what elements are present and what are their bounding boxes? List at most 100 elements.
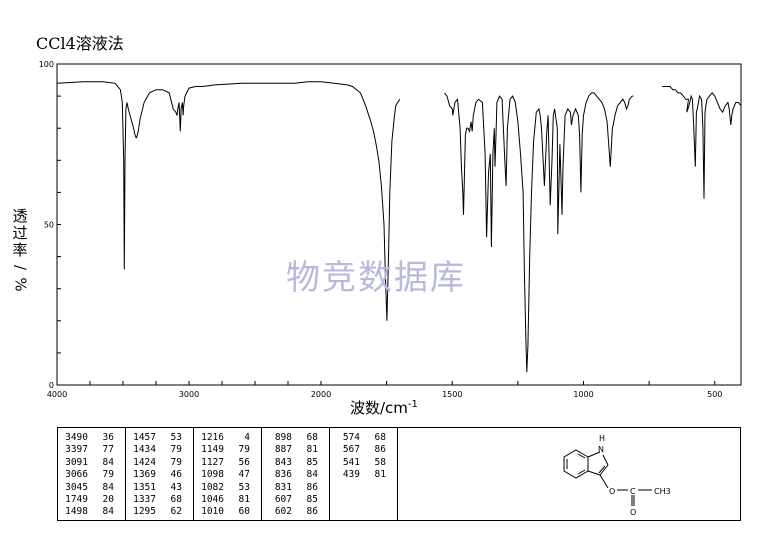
peak-wavenumber: 1434 [133, 444, 156, 456]
peak-row: 3066 79 [58, 469, 125, 481]
peak-wavenumber: 1498 [65, 506, 88, 518]
peak-wavenumber: 887 [274, 444, 292, 456]
peak-transmittance: 53 [170, 432, 182, 443]
peak-wavenumber: 1424 [133, 456, 156, 468]
peak-transmittance: 84 [102, 506, 114, 518]
peak-transmittance: 68 [374, 432, 386, 443]
peak-table-column: 3490 36 3397 77 3091 84 3066 79 3045 84 1749 20 1498… [58, 428, 126, 520]
peak-row: 1749 20 [58, 494, 125, 506]
peak-row: 1369 46 [126, 469, 193, 481]
peak-row: 1457 53 [126, 432, 193, 444]
peak-row: 1082 53 [194, 482, 261, 494]
peak-wavenumber: 602 [274, 506, 292, 518]
x-tick-label: 4000 [47, 390, 67, 399]
peak-transmittance: 43 [170, 481, 182, 493]
plot-frame [56, 63, 742, 386]
x-tick-label: 2000 [311, 390, 331, 399]
spectrum-lines [56, 81, 742, 373]
peak-table-column: 1457 53 1434 79 1424 79 1369 46 1351 43 1337 68 1295… [126, 428, 194, 520]
peak-row: 3397 77 [58, 444, 125, 456]
peak-row: 439 81 [330, 469, 397, 481]
peak-row: 607 85 [262, 494, 329, 506]
peak-row: 1010 60 [194, 506, 261, 518]
y-tick-label: 0 [49, 381, 54, 390]
peak-wavenumber: 898 [274, 432, 292, 443]
peak-transmittance: 81 [374, 469, 386, 481]
peak-wavenumber: 3045 [65, 481, 88, 493]
spectrum-line-segment [444, 92, 634, 373]
watermark: 物竞数据库 [286, 258, 466, 298]
peak-row: 1046 81 [194, 494, 261, 506]
peak-transmittance: 84 [102, 456, 114, 468]
peak-wavenumber: 1149 [201, 444, 224, 456]
peak-transmittance: 84 [306, 469, 318, 481]
ester-o-label: O [609, 487, 615, 496]
axis-tick-labels: 4000 3000 2000 1500 1000 500 0 50 100 [39, 60, 723, 399]
peak-wavenumber: 3066 [65, 469, 88, 481]
axis-ticks [56, 63, 716, 386]
peak-table-column: 898 68 887 81 843 85 836 84 831 86 607 85 602 86 [262, 428, 330, 520]
peak-transmittance: 36 [102, 432, 114, 443]
peak-wavenumber: 1369 [133, 469, 156, 481]
peak-wavenumber: 607 [274, 493, 292, 505]
peak-wavenumber: 843 [274, 456, 292, 468]
peak-transmittance: 85 [306, 493, 318, 505]
spectrum-line-segment [662, 86, 742, 199]
peak-wavenumber: 1127 [201, 456, 224, 468]
peak-wavenumber: 1098 [201, 469, 224, 481]
peak-transmittance: 84 [102, 481, 114, 493]
y-axis-label-char: % [11, 277, 30, 292]
peak-transmittance: 58 [374, 456, 386, 468]
y-axis-label-char: 过 [12, 224, 28, 242]
peak-wavenumber: 1082 [201, 481, 224, 493]
peak-row: 1127 56 [194, 457, 261, 469]
peak-wavenumber: 1010 [201, 506, 224, 518]
peak-row: 3091 84 [58, 457, 125, 469]
peak-table-column: 1216 4 1149 79 1127 56 1098 47 1082 53 1046 81 1010 6… [194, 428, 262, 520]
peak-row: 1434 79 [126, 444, 193, 456]
peak-row: 1149 79 [194, 444, 261, 456]
peak-transmittance: 4 [244, 432, 250, 443]
peak-transmittance: 86 [374, 444, 386, 456]
peak-transmittance: 79 [170, 456, 182, 468]
x-axis-label: 波数/cm-1 [350, 397, 418, 418]
peak-table: 3490 36 3397 77 3091 84 3066 79 3045 84 1749 20 1498… [57, 427, 741, 521]
ir-spectrum-chart: 4000 3000 2000 1500 1000 500 0 50 100 [39, 60, 742, 399]
x-axis-label-text: 波数/cm [350, 399, 408, 417]
peak-row: 887 81 [262, 444, 329, 456]
peak-transmittance: 79 [170, 444, 182, 456]
y-axis-label-char: 透 [12, 207, 28, 225]
peak-wavenumber: 1337 [133, 493, 156, 505]
y-tick-label: 100 [39, 60, 54, 69]
n-label: N [598, 445, 604, 454]
y-axis-label-char: 率 [12, 241, 28, 259]
peak-row: 1337 68 [126, 494, 193, 506]
peak-transmittance: 86 [306, 506, 318, 518]
peak-row: 836 84 [262, 469, 329, 481]
carbonyl-o-label: O [630, 508, 636, 517]
peak-transmittance: 60 [238, 506, 250, 518]
x-tick-label: 3000 [179, 390, 199, 399]
peak-row: 602 86 [262, 506, 329, 518]
peak-row: 1351 43 [126, 482, 193, 494]
peak-wavenumber: 3091 [65, 456, 88, 468]
peak-row: 1498 84 [58, 506, 125, 518]
peak-wavenumber: 1216 [201, 432, 224, 443]
carbonyl-c-label: C [630, 487, 636, 496]
peak-transmittance: 86 [306, 481, 318, 493]
methyl-label: CH3 [654, 487, 671, 496]
peak-transmittance: 62 [170, 506, 182, 518]
peak-wavenumber: 1457 [133, 432, 156, 443]
peak-wavenumber: 3397 [65, 444, 88, 456]
peak-transmittance: 79 [238, 444, 250, 456]
x-tick-label: 1500 [442, 390, 462, 399]
peak-wavenumber: 1351 [133, 481, 156, 493]
nh-label: H [599, 434, 605, 443]
x-axis-label-exponent: -1 [407, 399, 418, 410]
peak-transmittance: 79 [102, 469, 114, 481]
peak-transmittance: 77 [102, 444, 114, 456]
peak-wavenumber: 1749 [65, 493, 88, 505]
x-tick-label: 500 [707, 390, 722, 399]
peak-row: 1295 62 [126, 506, 193, 518]
peak-transmittance: 85 [306, 456, 318, 468]
